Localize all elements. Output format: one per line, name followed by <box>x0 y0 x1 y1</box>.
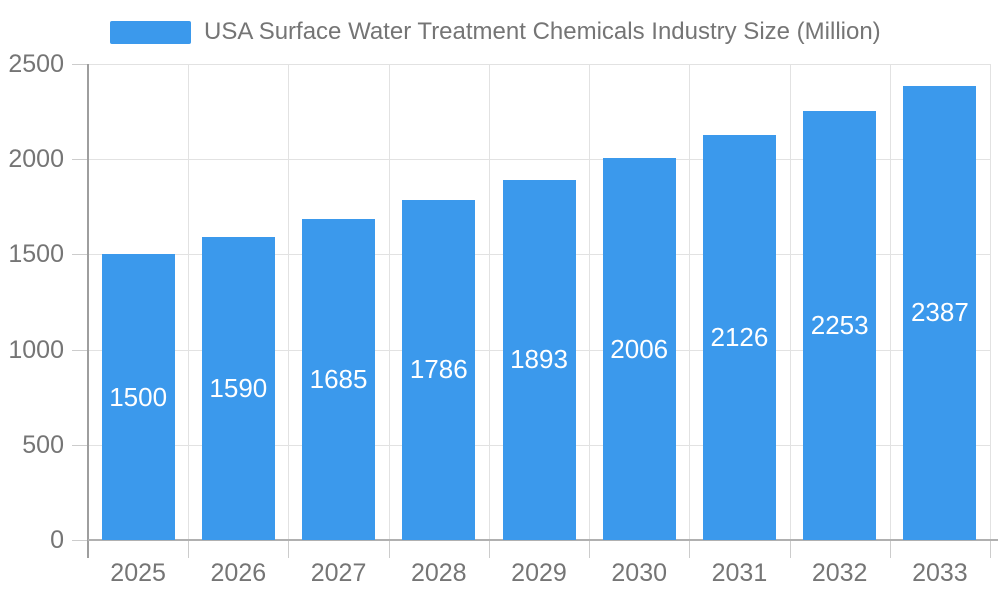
x-axis-tick <box>388 540 390 558</box>
gridline-horizontal <box>88 159 990 161</box>
y-axis-tick <box>72 64 88 65</box>
legend-swatch <box>110 20 191 44</box>
bar-value-label: 2387 <box>910 297 969 328</box>
bar-2025[interactable]: 1500 <box>101 254 175 540</box>
bar-2028[interactable]: 1786 <box>402 199 476 540</box>
chart-legend[interactable]: USA Surface Water Treatment Chemicals In… <box>110 18 881 46</box>
y-axis-label: 2500 <box>8 50 64 78</box>
gridline-vertical <box>388 64 390 540</box>
y-axis-tick <box>72 159 88 161</box>
y-axis-label: 500 <box>22 430 64 459</box>
bar-2030[interactable]: 2006 <box>602 158 676 540</box>
bar-2032[interactable]: 2253 <box>803 111 877 540</box>
x-axis-label-2030: 2030 <box>611 559 668 587</box>
bar-value-label: 1786 <box>409 354 468 385</box>
gridline-vertical <box>789 64 791 540</box>
gridline-vertical <box>188 64 190 540</box>
y-axis-label: 1000 <box>8 335 64 364</box>
bar-2027[interactable]: 1685 <box>302 219 376 540</box>
x-axis-label-2025: 2025 <box>110 559 166 587</box>
y-axis-tick <box>72 540 88 541</box>
bar-2031[interactable]: 2126 <box>702 135 776 540</box>
gridline-vertical <box>488 64 490 540</box>
y-axis-tick <box>72 254 88 256</box>
x-axis-tick <box>789 540 791 558</box>
y-axis-label: 2000 <box>8 145 64 174</box>
y-axis-label: 1500 <box>8 240 64 269</box>
gridline-vertical <box>288 64 290 540</box>
y-axis-label: 0 <box>50 526 64 554</box>
bar-value-label: 2253 <box>810 310 869 340</box>
x-axis-tick <box>488 540 490 558</box>
x-axis-label-2031: 2031 <box>711 559 768 587</box>
y-axis-line <box>87 64 89 558</box>
x-axis-tick <box>589 540 591 558</box>
x-axis-tick <box>188 540 190 558</box>
x-axis-tick <box>889 540 891 558</box>
x-axis-label-2032: 2032 <box>811 559 868 587</box>
x-axis-label-2029: 2029 <box>511 559 567 587</box>
x-axis-tick <box>990 540 991 558</box>
bar-value-label: 1685 <box>309 364 368 395</box>
bar-value-label: 1893 <box>510 344 568 375</box>
gridline-horizontal <box>88 64 990 65</box>
x-axis-label-2033: 2033 <box>912 559 968 587</box>
bar-2026[interactable]: 1590 <box>201 237 275 540</box>
bar-2029[interactable]: 1893 <box>502 179 576 540</box>
gridline-vertical <box>990 64 991 540</box>
x-axis-label-2028: 2028 <box>410 559 467 587</box>
x-axis-label-2027: 2027 <box>310 559 367 587</box>
bar-2033[interactable]: 2387 <box>903 85 977 540</box>
y-axis-tick <box>72 444 88 446</box>
bar-value-label: 2126 <box>710 322 769 353</box>
bar-value-label: 1500 <box>109 381 168 412</box>
gridline-vertical <box>889 64 891 540</box>
x-axis-line <box>88 539 998 541</box>
x-axis-tick <box>288 540 290 558</box>
bar-value-label: 2006 <box>610 333 669 364</box>
x-axis-tick <box>689 540 691 558</box>
y-axis-tick <box>72 349 88 351</box>
chart-title: USA Surface Water Treatment Chemicals In… <box>204 18 881 45</box>
x-axis-label-2026: 2026 <box>210 559 267 587</box>
gridline-vertical <box>689 64 691 540</box>
gridline-vertical <box>589 64 591 540</box>
bar-value-label: 1590 <box>209 373 268 404</box>
